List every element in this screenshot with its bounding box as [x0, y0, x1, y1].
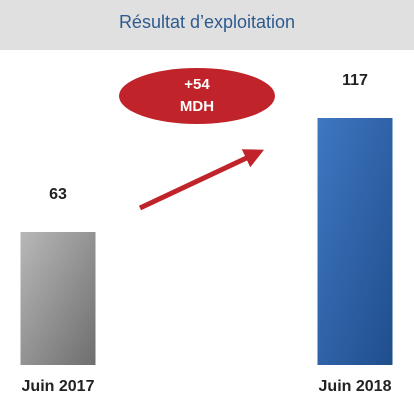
chart-title: Résultat d’exploitation — [119, 12, 295, 32]
annotation-text: +54 — [184, 76, 210, 93]
bar — [317, 118, 393, 365]
value-label: 117 — [342, 72, 368, 89]
bar — [20, 232, 96, 365]
annotation-text: MDH — [180, 98, 214, 115]
value-label: 63 — [49, 186, 67, 203]
category-label: Juin 2018 — [319, 378, 392, 395]
annotation-bubble — [119, 68, 275, 124]
arrow — [138, 149, 265, 211]
header-band — [0, 0, 414, 50]
category-label: Juin 2017 — [22, 378, 95, 395]
